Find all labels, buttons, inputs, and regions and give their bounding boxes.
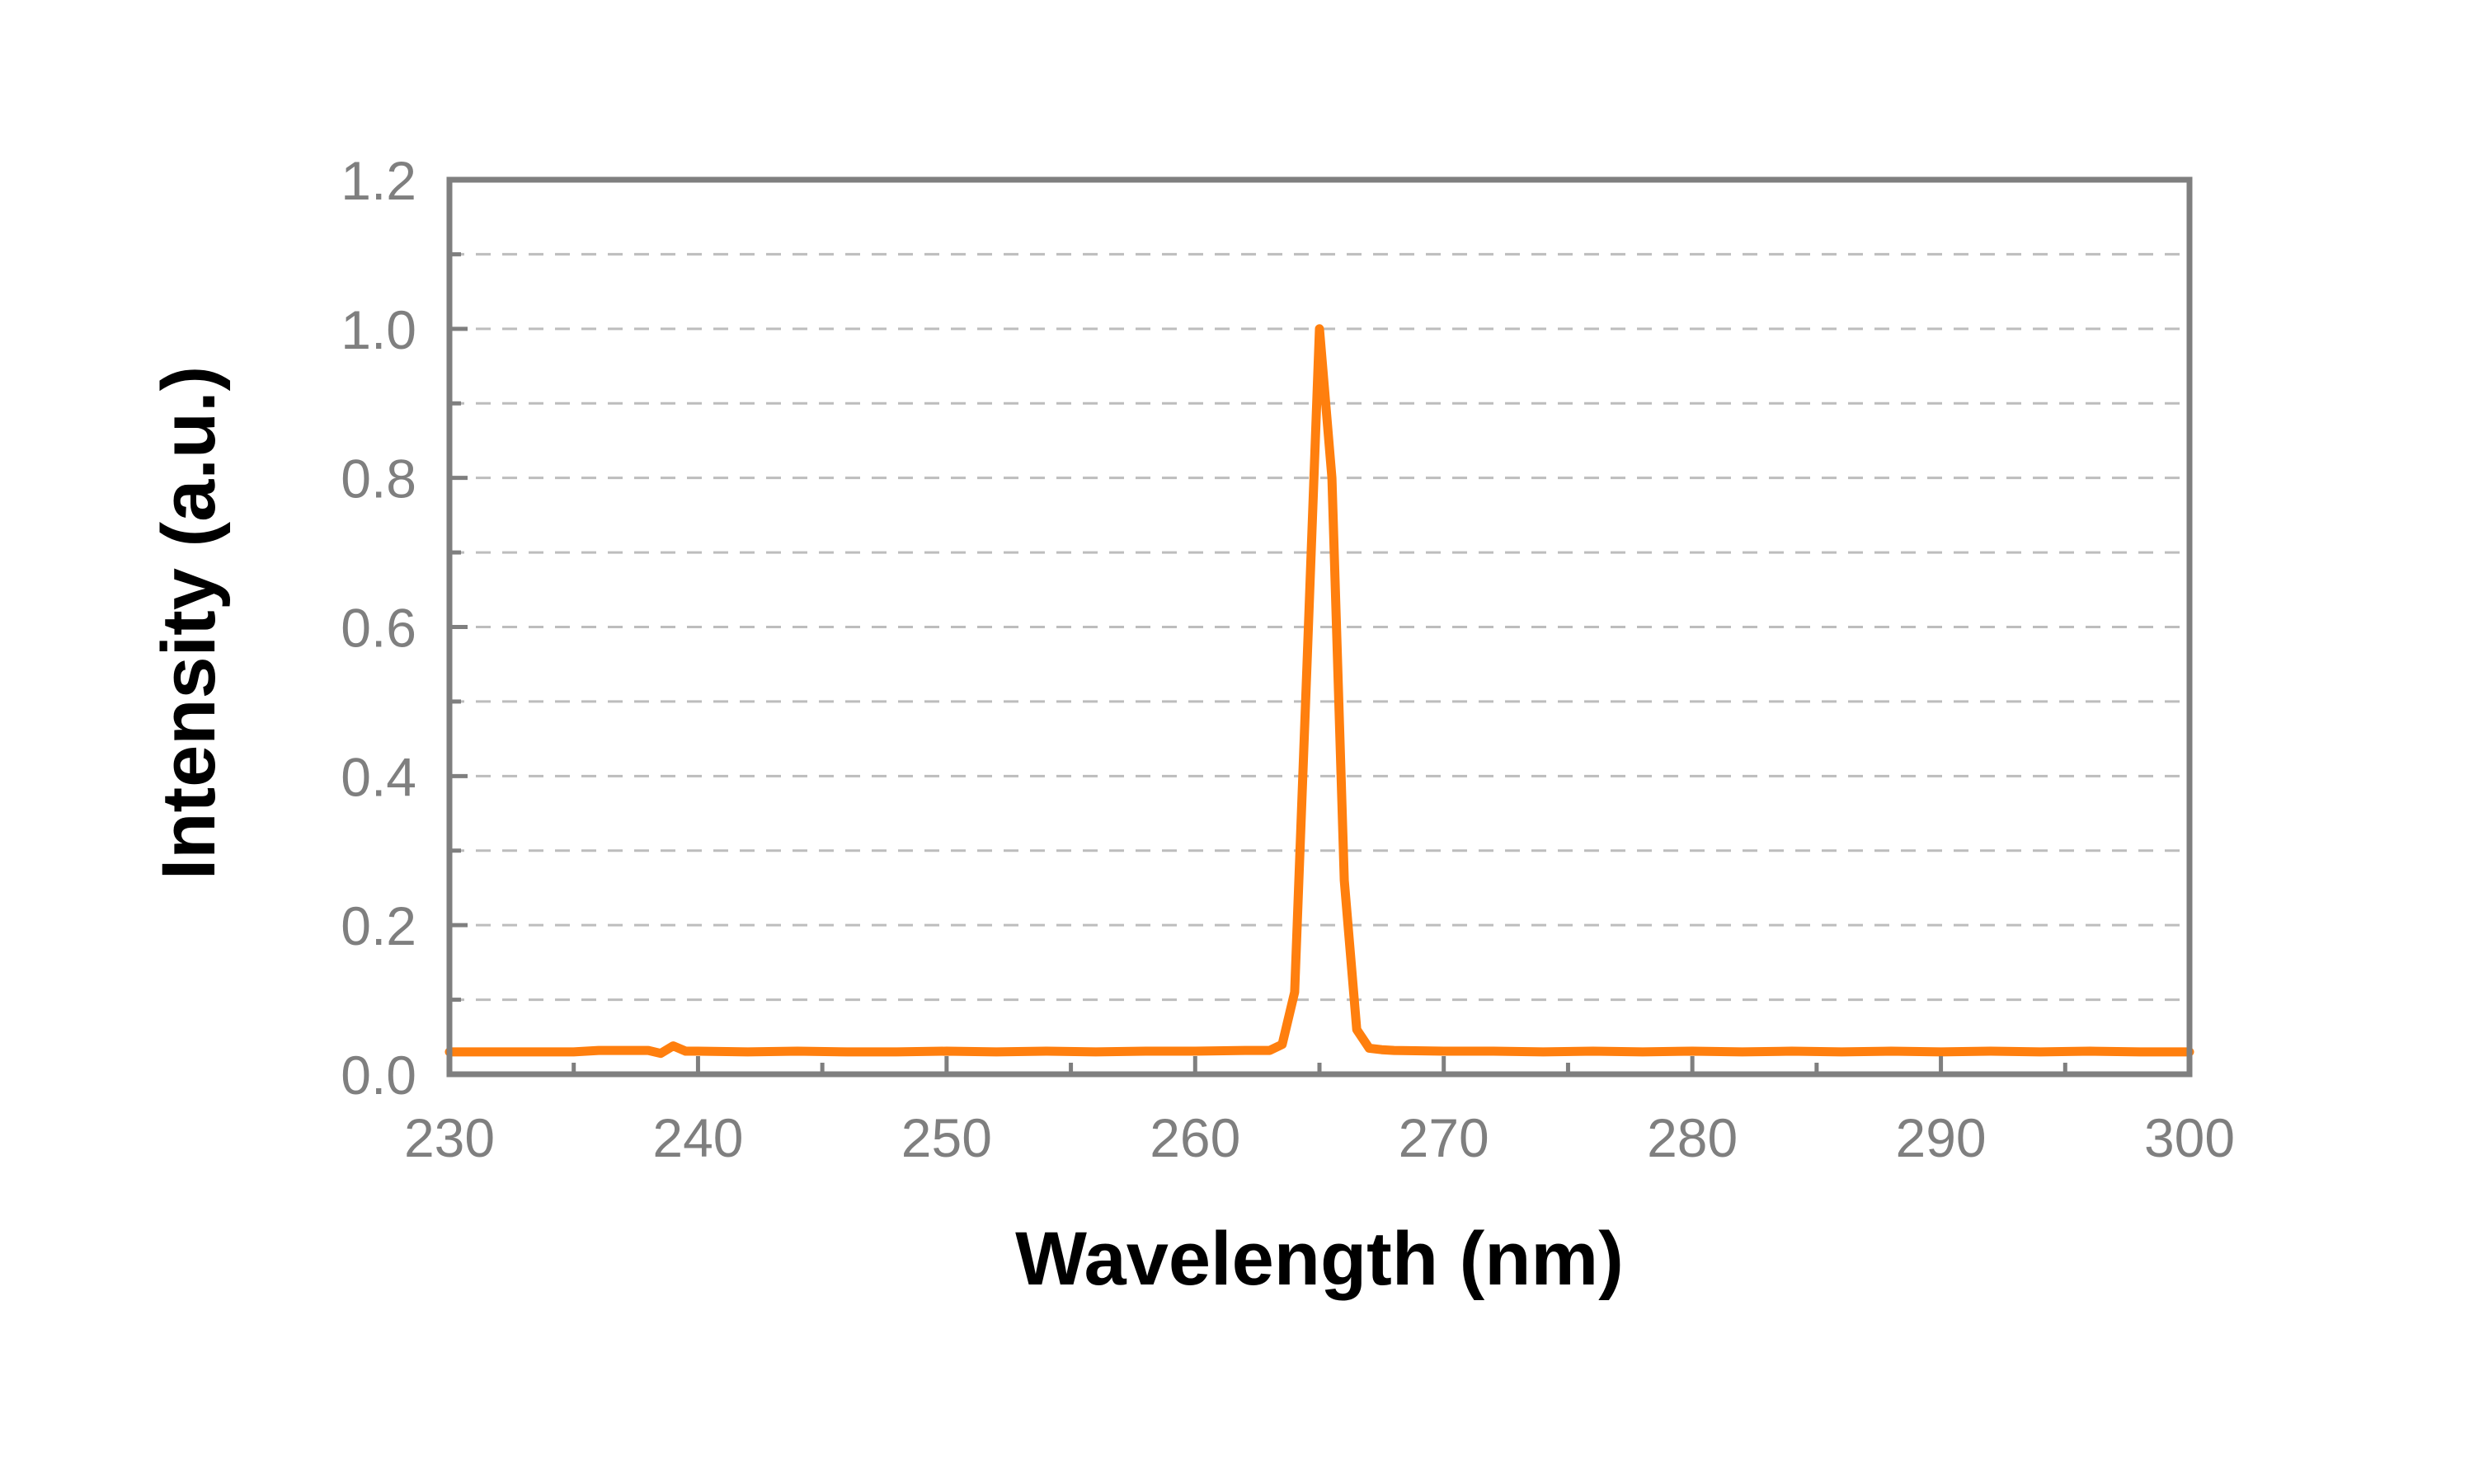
x-tick-label: 290 <box>1896 1107 1987 1168</box>
y-axis-title: Intensity (a.u.) <box>147 366 231 881</box>
x-tick-label: 300 <box>2144 1107 2235 1168</box>
x-tick-labels: 230 240 250 260 270 280 290 300 <box>404 1107 2235 1168</box>
x-tick-label: 260 <box>1150 1107 1240 1168</box>
series-layer <box>444 324 2194 1059</box>
tick-marks <box>447 177 2192 1077</box>
y-tick-label: 0.6 <box>341 598 416 659</box>
x-tick-label: 270 <box>1399 1107 1489 1168</box>
x-tick-label: 230 <box>404 1107 495 1168</box>
y-tick-label: 1.0 <box>341 299 416 360</box>
x-tick-label: 240 <box>652 1107 743 1168</box>
y-tick-label: 0.0 <box>341 1045 416 1106</box>
x-axis-title: Wavelength (nm) <box>1015 1217 1624 1301</box>
x-tick-label: 250 <box>901 1107 992 1168</box>
y-tick-label: 1.2 <box>341 150 416 211</box>
x-tick-label: 280 <box>1647 1107 1738 1168</box>
y-tick-label: 0.4 <box>341 746 416 807</box>
series-line <box>444 324 2194 1059</box>
y-tick-label: 0.8 <box>341 448 416 510</box>
y-tick-label: 0.2 <box>341 895 416 956</box>
y-tick-labels: 0.0 0.2 0.4 0.6 0.8 1.0 1.2 <box>341 150 416 1106</box>
